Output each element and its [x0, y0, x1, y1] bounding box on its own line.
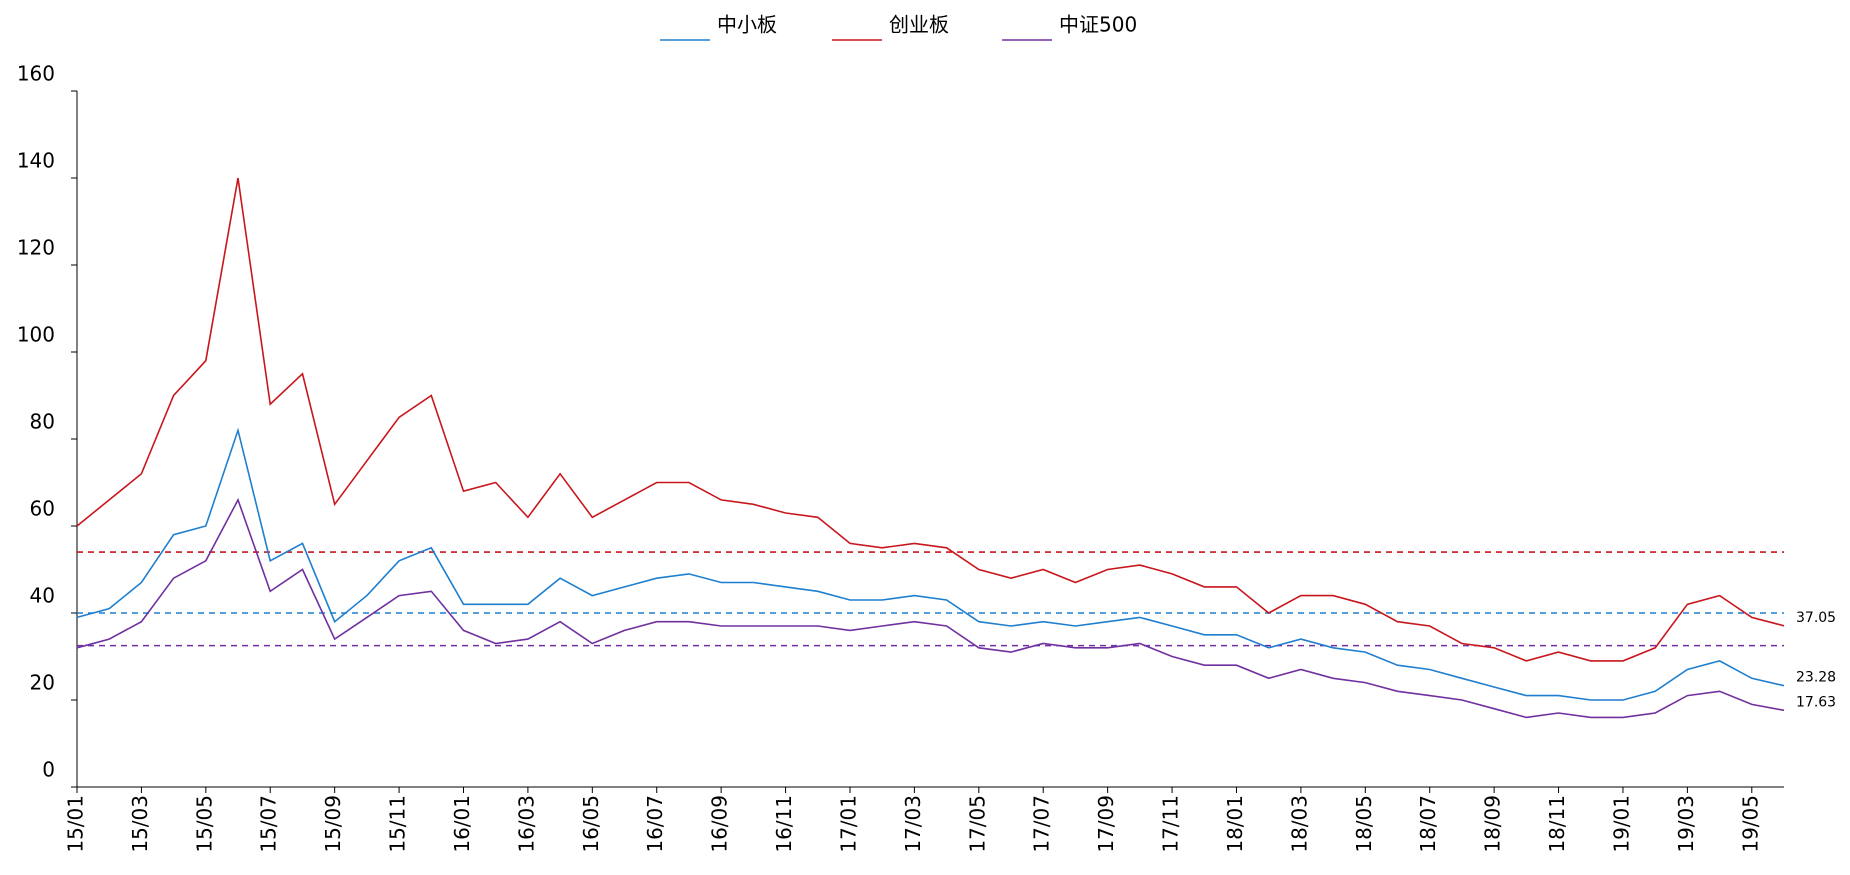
end-label: 17.63	[1796, 694, 1836, 710]
y-tick-label: 20	[30, 671, 55, 695]
x-tick-label: 16/01	[450, 795, 474, 853]
legend-label: 中证500	[1059, 13, 1137, 37]
x-tick-label: 16/07	[643, 795, 667, 853]
y-tick-label: 80	[30, 410, 55, 434]
x-tick-label: 15/03	[128, 795, 152, 853]
y-tick-label: 140	[17, 149, 55, 173]
x-tick-label: 17/07	[1030, 795, 1054, 853]
x-tick-label: 18/07	[1416, 795, 1440, 853]
y-tick-label: 40	[30, 584, 55, 608]
x-tick-label: 15/05	[192, 795, 216, 853]
x-tick-label: 17/09	[1094, 795, 1118, 853]
x-tick-label: 19/03	[1674, 795, 1698, 853]
x-tick-label: 17/05	[965, 795, 989, 853]
x-tick-label: 15/07	[257, 795, 281, 853]
x-tick-label: 15/01	[64, 795, 88, 853]
y-tick-label: 100	[17, 323, 55, 347]
x-tick-label: 19/05	[1738, 795, 1762, 853]
series-line	[76, 427, 1785, 701]
x-tick-label: 18/03	[1287, 795, 1311, 853]
x-tick-label: 16/11	[772, 795, 796, 853]
x-tick-label: 18/09	[1481, 795, 1505, 853]
x-tick-label: 16/05	[579, 795, 603, 853]
x-tick-label: 18/11	[1545, 795, 1569, 853]
y-tick-label: 60	[30, 497, 55, 521]
x-tick-label: 17/11	[1159, 795, 1183, 853]
legend-label: 创业板	[889, 13, 949, 37]
y-tick-label: 120	[17, 236, 55, 260]
x-tick-label: 17/01	[836, 795, 860, 853]
x-tick-label: 15/09	[321, 795, 345, 853]
x-tick-label: 18/01	[1223, 795, 1247, 853]
y-tick-label: 0	[42, 758, 55, 782]
series-line	[76, 497, 1785, 719]
end-label: 37.05	[1796, 610, 1836, 626]
x-tick-label: 16/09	[708, 795, 732, 853]
x-tick-label: 19/01	[1609, 795, 1633, 853]
x-tick-label: 15/11	[386, 795, 410, 853]
x-tick-label: 16/03	[514, 795, 538, 853]
x-tick-label: 18/05	[1352, 795, 1376, 853]
legend-label: 中小板	[717, 13, 777, 37]
series-line	[76, 177, 1785, 662]
x-tick-label: 17/03	[901, 795, 925, 853]
y-tick-label: 160	[17, 62, 55, 86]
end-label: 23.28	[1796, 670, 1836, 686]
